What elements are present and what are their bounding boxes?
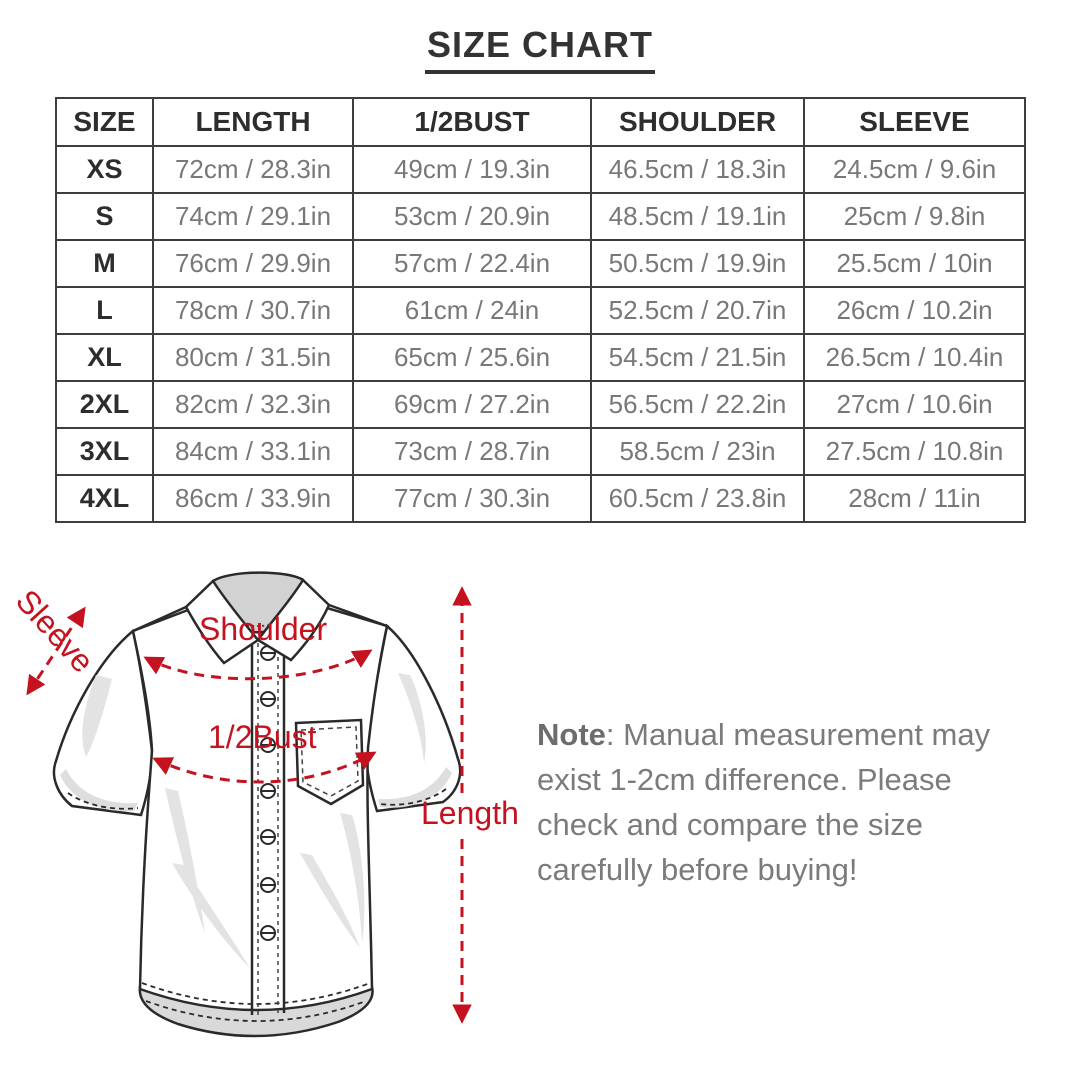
size-cell: L: [55, 286, 154, 335]
size-cell: 3XL: [55, 427, 154, 476]
size-cell: S: [55, 192, 154, 241]
table-row: L 78cm / 30.7in 61cm / 24in 52.5cm / 20.…: [55, 286, 1026, 335]
length-cell: 80cm / 31.5in: [152, 333, 354, 382]
sleeve-cell: 24.5cm / 9.6in: [803, 145, 1026, 194]
page-title: SIZE CHART: [0, 24, 1080, 74]
sleeve-cell: 28cm / 11in: [803, 474, 1026, 523]
size-table: SIZE LENGTH 1/2BUST SHOULDER SLEEVE XS 7…: [55, 97, 1026, 523]
halfbust-cell: 65cm / 25.6in: [352, 333, 592, 382]
table-row: 4XL 86cm / 33.9in 77cm / 30.3in 60.5cm /…: [55, 474, 1026, 523]
length-cell: 86cm / 33.9in: [152, 474, 354, 523]
half-bust-label: 1/2Bust: [208, 719, 317, 755]
size-cell: 2XL: [55, 380, 154, 429]
sleeve-cell: 27.5cm / 10.8in: [803, 427, 1026, 476]
table-row: 2XL 82cm / 32.3in 69cm / 27.2in 56.5cm /…: [55, 380, 1026, 429]
shoulder-cell: 46.5cm / 18.3in: [590, 145, 805, 194]
shoulder-label: Shoulder: [199, 611, 328, 647]
shoulder-cell: 50.5cm / 19.9in: [590, 239, 805, 288]
shirt-illustration: [26, 571, 472, 1038]
col-header-size: SIZE: [55, 97, 154, 147]
col-header-length: LENGTH: [152, 97, 354, 147]
table-row: XL 80cm / 31.5in 65cm / 25.6in 54.5cm / …: [55, 333, 1026, 382]
table-row: 3XL 84cm / 33.1in 73cm / 28.7in 58.5cm /…: [55, 427, 1026, 476]
col-header-shoulder: SHOULDER: [590, 97, 805, 147]
shoulder-cell: 52.5cm / 20.7in: [590, 286, 805, 335]
halfbust-cell: 73cm / 28.7in: [352, 427, 592, 476]
table-row: XS 72cm / 28.3in 49cm / 19.3in 46.5cm / …: [55, 145, 1026, 194]
shoulder-cell: 48.5cm / 19.1in: [590, 192, 805, 241]
table-header-row: SIZE LENGTH 1/2BUST SHOULDER SLEEVE: [55, 97, 1026, 147]
length-cell: 84cm / 33.1in: [152, 427, 354, 476]
table-row: S 74cm / 29.1in 53cm / 20.9in 48.5cm / 1…: [55, 192, 1026, 241]
length-cell: 78cm / 30.7in: [152, 286, 354, 335]
size-cell: 4XL: [55, 474, 154, 523]
table-row: M 76cm / 29.9in 57cm / 22.4in 50.5cm / 1…: [55, 239, 1026, 288]
sleeve-cell: 26.5cm / 10.4in: [803, 333, 1026, 382]
length-cell: 72cm / 28.3in: [152, 145, 354, 194]
halfbust-cell: 61cm / 24in: [352, 286, 592, 335]
sleeve-cell: 25.5cm / 10in: [803, 239, 1026, 288]
shoulder-cell: 56.5cm / 22.2in: [590, 380, 805, 429]
shirt-measurement-figure: Sleeve Shoulder 1/2Bust Length: [0, 563, 540, 1080]
halfbust-cell: 49cm / 19.3in: [352, 145, 592, 194]
size-cell: M: [55, 239, 154, 288]
note-body: : Manual measurement may exist 1-2cm dif…: [537, 717, 991, 887]
note-text: Note: Manual measurement may exist 1-2cm…: [537, 712, 1039, 892]
shoulder-cell: 58.5cm / 23in: [590, 427, 805, 476]
length-label: Length: [421, 795, 519, 831]
note-label: Note: [537, 717, 606, 752]
length-cell: 76cm / 29.9in: [152, 239, 354, 288]
halfbust-cell: 69cm / 27.2in: [352, 380, 592, 429]
size-cell: XS: [55, 145, 154, 194]
length-cell: 74cm / 29.1in: [152, 192, 354, 241]
length-cell: 82cm / 32.3in: [152, 380, 354, 429]
shoulder-cell: 60.5cm / 23.8in: [590, 474, 805, 523]
sleeve-cell: 25cm / 9.8in: [803, 192, 1026, 241]
halfbust-cell: 77cm / 30.3in: [352, 474, 592, 523]
shoulder-cell: 54.5cm / 21.5in: [590, 333, 805, 382]
sleeve-cell: 26cm / 10.2in: [803, 286, 1026, 335]
shoulder-arrow: [143, 649, 373, 681]
sleeve-cell: 27cm / 10.6in: [803, 380, 1026, 429]
halfbust-cell: 57cm / 22.4in: [352, 239, 592, 288]
halfbust-cell: 53cm / 20.9in: [352, 192, 592, 241]
col-header-sleeve: SLEEVE: [803, 97, 1026, 147]
size-cell: XL: [55, 333, 154, 382]
col-header-halfbust: 1/2BUST: [352, 97, 592, 147]
